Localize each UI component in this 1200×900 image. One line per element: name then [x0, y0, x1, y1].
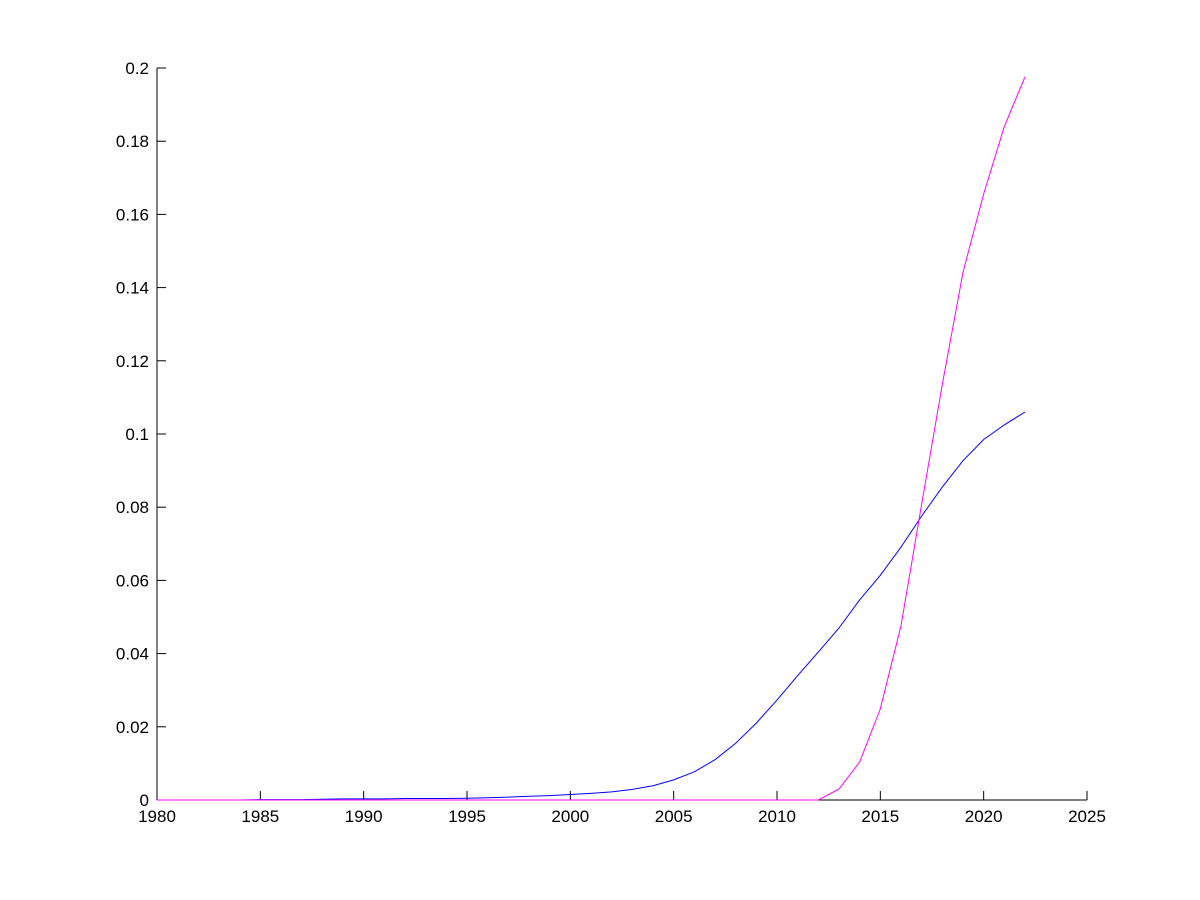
y-tick-label: 0.08: [116, 498, 149, 517]
x-tick-label: 1995: [448, 807, 486, 826]
y-tick-label: 0.2: [125, 59, 149, 78]
x-tick-label: 2000: [551, 807, 589, 826]
x-tick-label: 1980: [138, 807, 176, 826]
x-tick-label: 2010: [758, 807, 796, 826]
x-tick-label: 2020: [965, 807, 1003, 826]
y-tick-label: 0.04: [116, 645, 149, 664]
y-tick-label: 0: [140, 791, 149, 810]
x-tick-label: 2015: [861, 807, 899, 826]
y-tick-label: 0.1: [125, 425, 149, 444]
x-tick-label: 1985: [241, 807, 279, 826]
y-tick-label: 0.18: [116, 132, 149, 151]
y-tick-label: 0.02: [116, 718, 149, 737]
x-tick-label: 1990: [345, 807, 383, 826]
x-tick-label: 2025: [1068, 807, 1106, 826]
y-tick-label: 0.06: [116, 571, 149, 590]
x-tick-label: 2005: [655, 807, 693, 826]
plot-lines: [157, 76, 1026, 801]
series-line-2: [157, 76, 1026, 801]
y-tick-label: 0.12: [116, 352, 149, 371]
y-tick-label: 0.14: [116, 279, 149, 298]
y-tick-label: 0.16: [116, 205, 149, 224]
series-line-1: [157, 411, 1026, 801]
axes: 1980 1985 1990 1995 2000 2005 2010 2015 2020 2025…: [116, 59, 1106, 826]
